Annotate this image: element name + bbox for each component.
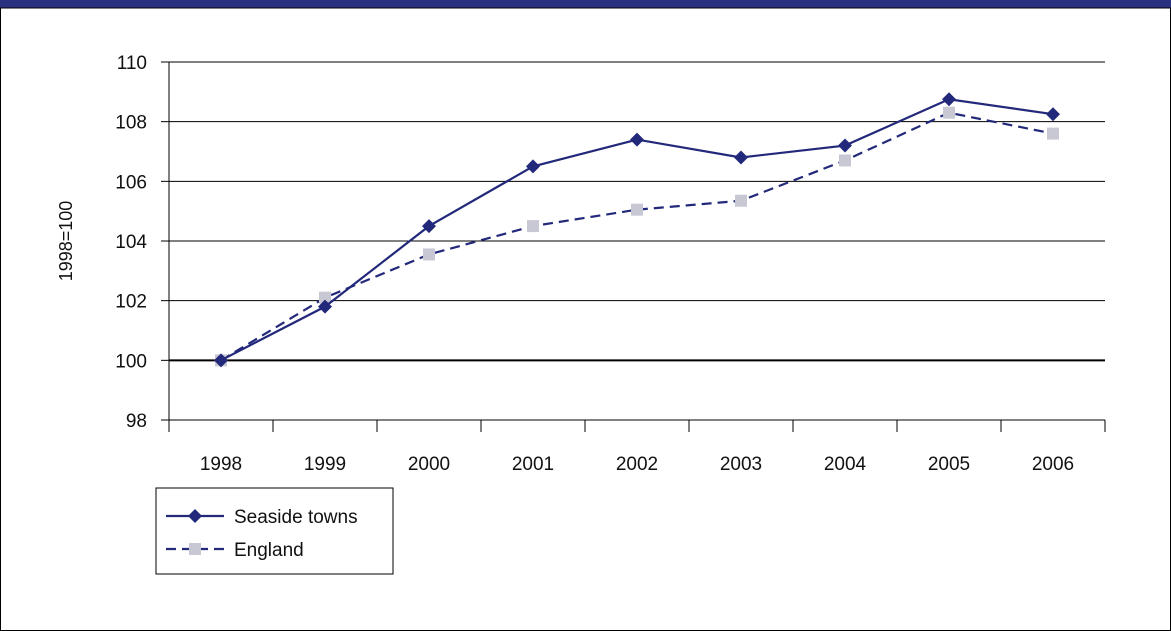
x-tick-label: 2004 <box>824 454 867 475</box>
data-point <box>214 353 228 368</box>
legend-box <box>155 487 394 575</box>
data-point <box>318 299 332 314</box>
x-tick-label: 2000 <box>408 454 450 475</box>
y-tick-label: 108 <box>115 113 147 134</box>
series-1 <box>215 106 1059 367</box>
y-tick-label: 104 <box>115 232 147 253</box>
x-tick-label: 2003 <box>720 454 762 475</box>
data-point <box>631 203 643 216</box>
data-point <box>838 138 852 153</box>
data-point <box>526 159 540 174</box>
series-line <box>220 111 1054 362</box>
x-tick-label: 2005 <box>928 454 970 475</box>
legend-label: England <box>234 540 304 561</box>
data-point <box>942 92 956 107</box>
y-axis-title: 1998=100 <box>56 201 76 282</box>
y-tick-label: 100 <box>115 351 147 372</box>
legend: Seaside towns England <box>155 487 394 575</box>
x-tick-label: 2006 <box>1032 454 1074 475</box>
y-tick-label: 102 <box>115 292 147 313</box>
legend-item: Seaside towns <box>166 507 358 528</box>
data-point <box>423 248 435 261</box>
data-point <box>943 106 955 119</box>
data-point <box>735 194 747 207</box>
series-layer <box>214 92 1060 368</box>
data-point <box>839 154 851 167</box>
legend-label: Seaside towns <box>234 507 358 528</box>
data-point <box>734 150 748 165</box>
x-tick-label: 2001 <box>512 454 554 475</box>
y-tick-label: 110 <box>117 53 147 74</box>
data-point <box>630 132 644 147</box>
data-point <box>422 219 436 234</box>
data-point <box>319 291 331 304</box>
x-tick-label: 1999 <box>304 454 346 475</box>
header-bar <box>0 0 1171 8</box>
series-0 <box>214 92 1060 368</box>
axes <box>168 62 1106 432</box>
y-tick-label: 98 <box>126 411 147 432</box>
x-tick-label: 2002 <box>616 454 658 475</box>
legend-swatch-marker <box>189 543 201 555</box>
y-tick-label: 106 <box>115 172 147 193</box>
data-point <box>527 220 539 233</box>
x-axis-tick-labels: 1998 1999 2000 2001 2002 2003 2004 2005 2006 <box>200 454 1074 475</box>
legend-swatch-marker <box>188 509 202 523</box>
y-axis-tick-labels: 98 100 102 104 106 108 110 <box>115 53 147 432</box>
data-point <box>1046 107 1060 122</box>
data-point <box>1047 127 1059 140</box>
legend-item: England <box>166 540 304 561</box>
legend-items: Seaside towns England <box>166 507 358 561</box>
x-tick-label: 1998 <box>200 454 242 475</box>
